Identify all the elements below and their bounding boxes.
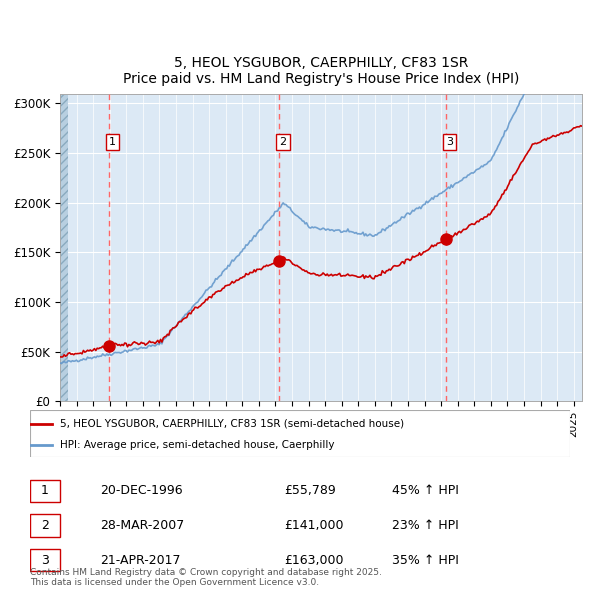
FancyBboxPatch shape xyxy=(30,410,570,457)
Text: 2: 2 xyxy=(41,519,49,532)
Text: 1: 1 xyxy=(109,137,116,147)
Text: 1: 1 xyxy=(41,484,49,497)
Text: 23% ↑ HPI: 23% ↑ HPI xyxy=(392,519,458,532)
Text: 3: 3 xyxy=(41,554,49,567)
Text: 28-MAR-2007: 28-MAR-2007 xyxy=(100,519,184,532)
Text: £55,789: £55,789 xyxy=(284,484,335,497)
Text: HPI: Average price, semi-detached house, Caerphilly: HPI: Average price, semi-detached house,… xyxy=(60,440,334,450)
Text: 21-APR-2017: 21-APR-2017 xyxy=(100,554,181,567)
Text: 45% ↑ HPI: 45% ↑ HPI xyxy=(392,484,458,497)
Title: 5, HEOL YSGUBOR, CAERPHILLY, CF83 1SR
Price paid vs. HM Land Registry's House Pr: 5, HEOL YSGUBOR, CAERPHILLY, CF83 1SR Pr… xyxy=(123,56,519,86)
Text: 5, HEOL YSGUBOR, CAERPHILLY, CF83 1SR (semi-detached house): 5, HEOL YSGUBOR, CAERPHILLY, CF83 1SR (s… xyxy=(60,418,404,428)
Text: £163,000: £163,000 xyxy=(284,554,343,567)
FancyBboxPatch shape xyxy=(30,549,60,572)
Text: 20-DEC-1996: 20-DEC-1996 xyxy=(100,484,183,497)
Text: £141,000: £141,000 xyxy=(284,519,343,532)
Text: 3: 3 xyxy=(446,137,453,147)
Text: 35% ↑ HPI: 35% ↑ HPI xyxy=(392,554,458,567)
Text: Contains HM Land Registry data © Crown copyright and database right 2025.
This d: Contains HM Land Registry data © Crown c… xyxy=(30,568,382,587)
FancyBboxPatch shape xyxy=(30,514,60,537)
Bar xyxy=(60,93,68,401)
FancyBboxPatch shape xyxy=(30,480,60,502)
Text: 2: 2 xyxy=(279,137,286,147)
